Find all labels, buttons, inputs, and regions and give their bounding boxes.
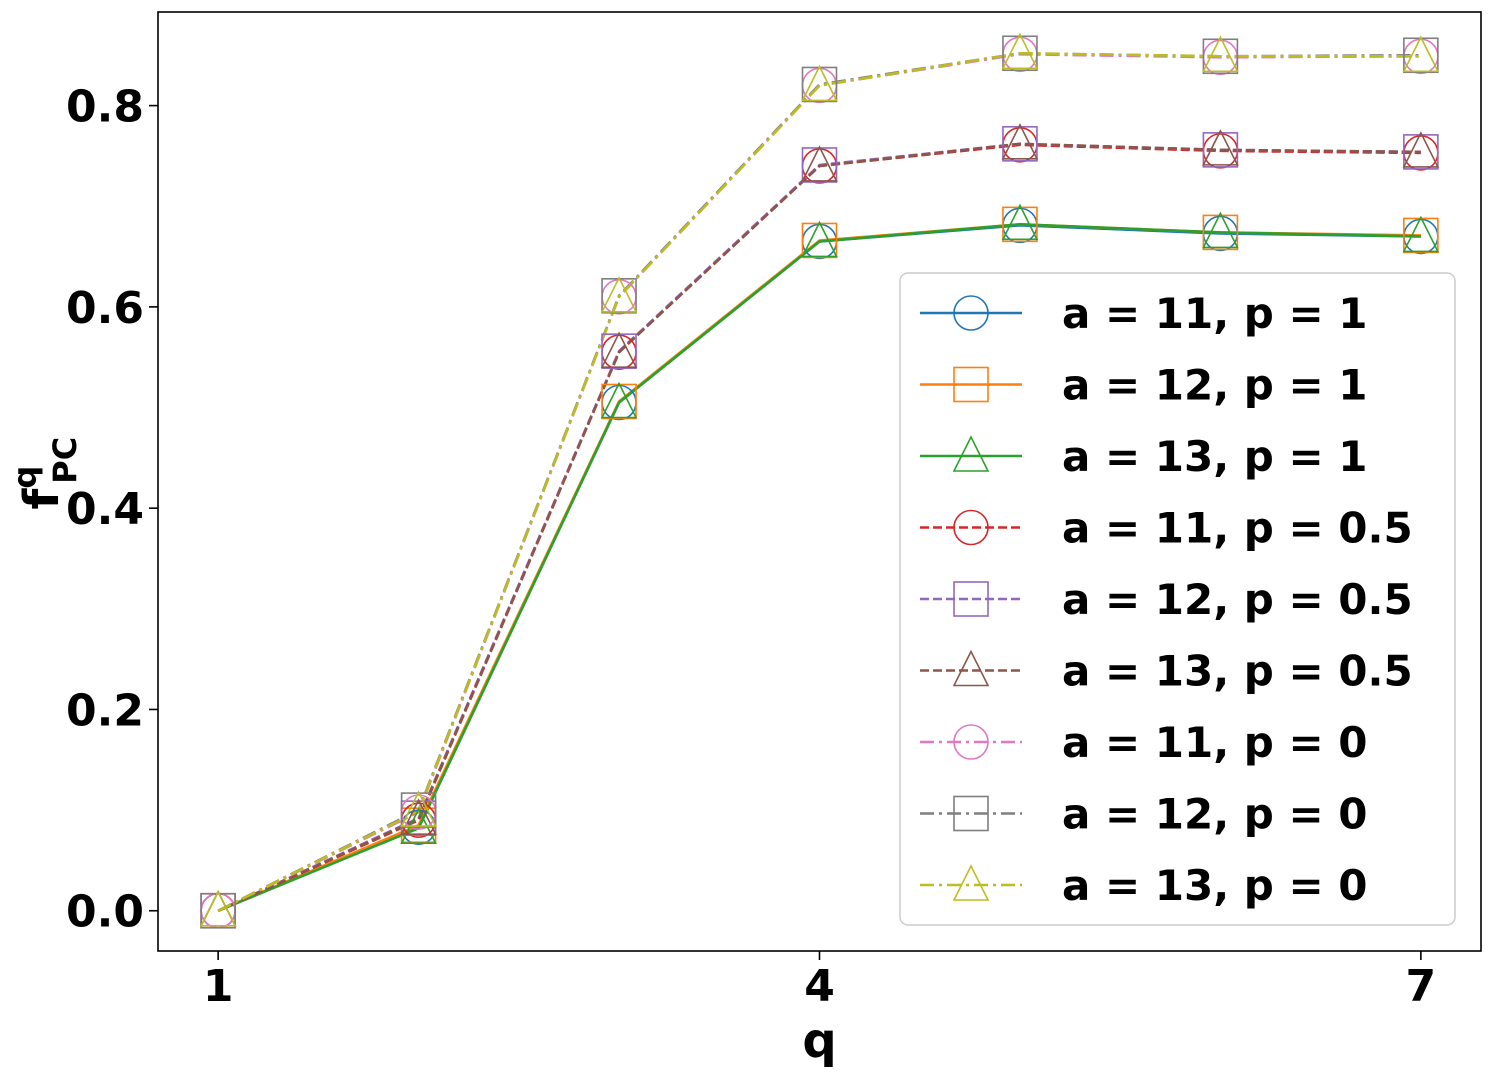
data-point-marker [400, 798, 437, 835]
legend-marker [953, 509, 989, 546]
legend-item: a = 12, p = 0.5 [920, 575, 1413, 624]
legend-item: a = 13, p = 0 [920, 861, 1368, 910]
data-point-marker [1402, 35, 1440, 73]
y-axis-label-main: f [14, 488, 70, 510]
legend-item: a = 12, p = 0 [920, 790, 1368, 839]
data-point-marker [801, 145, 838, 182]
data-point-marker [1403, 134, 1439, 170]
data-point-marker [1202, 214, 1239, 251]
data-point-marker [801, 64, 838, 102]
data-point-marker [600, 276, 638, 313]
data-point-marker [1202, 132, 1239, 168]
x-tick-label: 1 [203, 961, 234, 1012]
data-point-marker [1402, 131, 1440, 168]
data-point-marker [1202, 35, 1239, 73]
series-markers [199, 32, 1440, 929]
y-tick-label: 0.8 [66, 82, 144, 133]
legend-marker [952, 864, 990, 901]
axis-ticks: 1 4 7 0.0 0.2 0.4 0.6 0.8 [66, 82, 1436, 1012]
y-tick-label: 0.4 [66, 484, 144, 535]
data-point-marker [1001, 32, 1039, 70]
y-tick-label: 0.6 [66, 283, 144, 334]
legend-marker [953, 724, 989, 760]
legend-label: a = 13, p = 1 [1062, 432, 1368, 481]
legend-label: a = 11, p = 0.5 [1062, 504, 1413, 553]
series-line [217, 51, 1421, 912]
data-point-marker [1002, 126, 1038, 162]
data-point-marker [199, 889, 237, 927]
legend-item: a = 13, p = 0.5 [920, 647, 1413, 696]
data-point-marker [1001, 123, 1039, 160]
data-point-marker [1402, 215, 1440, 253]
data-point-marker [1001, 203, 1039, 241]
legend-label: a = 12, p = 0 [1062, 790, 1368, 839]
y-axis-label-subscript: PC [46, 437, 84, 484]
data-point-marker [199, 889, 237, 927]
legend-item: a = 11, p = 0.5 [920, 504, 1413, 553]
legend-item: a = 11, p = 1 [920, 289, 1368, 338]
legend-item: a = 13, p = 1 [920, 432, 1368, 481]
y-tick-label: 0.2 [66, 685, 144, 736]
data-point-marker [199, 889, 237, 927]
y-axis-label-superscript: q [6, 466, 44, 489]
legend-label: a = 12, p = 1 [1062, 361, 1368, 410]
legend-item: a = 12, p = 1 [920, 361, 1368, 410]
y-axis-label: fqPC [6, 437, 84, 510]
x-tick-label: 7 [1406, 961, 1437, 1012]
y-tick-label: 0.0 [66, 887, 144, 938]
legend-box [899, 272, 1456, 926]
data-point-marker [1002, 206, 1038, 243]
data-point-marker [400, 790, 437, 827]
series-line [217, 223, 1421, 912]
data-point-marker [1202, 211, 1239, 249]
data-point-marker [1202, 38, 1239, 75]
data-point-marker [1202, 129, 1239, 166]
legend-marker [953, 366, 989, 403]
data-point-marker [200, 892, 236, 929]
legend-marker [953, 295, 989, 331]
series-lines [217, 51, 1421, 912]
data-point-marker [1002, 35, 1038, 72]
legend-label: a = 13, p = 0.5 [1062, 647, 1413, 696]
legend-marker [953, 581, 989, 617]
x-axis-label: q [802, 1013, 836, 1069]
data-point-marker [801, 220, 838, 258]
x-tick-label: 4 [804, 961, 835, 1012]
legend-marker [953, 795, 989, 832]
legend-label: a = 12, p = 0.5 [1062, 575, 1413, 624]
legend-marker [952, 435, 990, 472]
legend-label: a = 13, p = 0 [1062, 861, 1368, 910]
data-point-marker [600, 381, 638, 419]
legend-label: a = 11, p = 0 [1062, 718, 1368, 767]
legend-label: a = 11, p = 1 [1062, 289, 1368, 338]
legend-marker [952, 649, 990, 687]
series-line [217, 142, 1421, 912]
data-point-marker [600, 331, 638, 368]
legend-item: a = 11, p = 0 [920, 718, 1368, 767]
legend: a = 11, p = 1 a = 12, p = 1 a = 13, p = 1 a… [899, 272, 1456, 926]
